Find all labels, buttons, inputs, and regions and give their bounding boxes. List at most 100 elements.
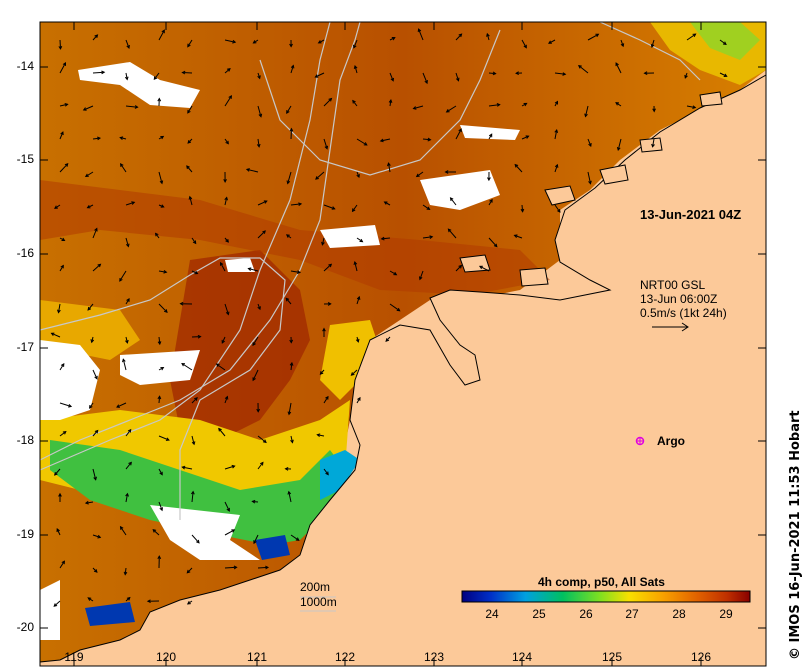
lat-tick-label: -14 xyxy=(16,59,34,73)
current-arrow-head xyxy=(226,68,231,72)
current-arrow xyxy=(248,268,259,272)
current-arrow xyxy=(92,468,97,480)
current-arrow-head xyxy=(385,338,390,342)
current-arrow-head xyxy=(160,366,165,371)
current-arrow xyxy=(450,197,457,206)
current-arrow xyxy=(418,28,424,41)
current-arrow-head xyxy=(119,136,124,140)
lat-tick-label: -18 xyxy=(16,433,34,447)
plot-frame xyxy=(39,21,767,667)
current-arrow-head xyxy=(153,76,158,81)
current-arrow-head xyxy=(120,163,124,167)
current-arrow xyxy=(323,468,329,475)
current-arrow xyxy=(286,105,292,114)
current-arrow xyxy=(554,164,558,173)
current-arrow xyxy=(221,336,226,344)
current-arrow-head xyxy=(692,33,697,38)
cold-patch-1 xyxy=(255,535,290,560)
current-arrow-head xyxy=(122,358,126,363)
current-arrow xyxy=(158,336,161,345)
current-arrow-head xyxy=(419,276,423,281)
current-arrow xyxy=(455,72,459,81)
current-arrow xyxy=(514,234,523,239)
current-arrow xyxy=(120,163,127,173)
cloud-mask xyxy=(40,62,520,640)
current-arrow xyxy=(83,105,94,111)
current-arrow-head xyxy=(60,363,65,367)
current-arrow-head xyxy=(226,507,230,512)
current-arrow-head xyxy=(179,301,184,306)
current-arrow xyxy=(448,228,457,239)
current-arrow xyxy=(125,39,130,49)
current-arrow-head xyxy=(478,265,483,270)
colorbar-tick-label: 24 xyxy=(485,607,499,621)
current-arrow xyxy=(554,204,561,213)
current-arrow xyxy=(422,236,433,239)
islands xyxy=(459,91,723,287)
current-arrow xyxy=(323,98,332,107)
current-arrow-head xyxy=(53,603,58,607)
current-product-time: 13-Jun 06:00Z xyxy=(640,292,718,306)
lon-tick-label: 120 xyxy=(155,650,177,664)
current-arrow xyxy=(92,534,101,538)
argo-marker xyxy=(635,436,645,446)
current-arrow xyxy=(521,135,529,140)
current-arrow-head xyxy=(127,428,132,433)
current-arrow xyxy=(122,359,127,371)
current-arrow-head xyxy=(101,70,106,75)
current-arrow-head xyxy=(554,128,559,133)
current-arrow-head xyxy=(126,44,130,49)
current-arrow-head xyxy=(296,270,302,274)
current-arrow-head xyxy=(253,540,257,545)
current-arrow-head xyxy=(256,143,261,148)
current-arrow-head xyxy=(53,471,58,476)
current-arrow-head xyxy=(187,139,192,144)
current-arrow-head xyxy=(181,362,186,367)
current-arrow xyxy=(186,165,193,173)
current-arrow-head xyxy=(61,237,66,241)
current-product-name: NRT00 GSL xyxy=(640,278,706,292)
current-arrow xyxy=(290,270,301,273)
current-arrow xyxy=(125,105,138,108)
current-arrow xyxy=(257,200,268,206)
current-arrow-head xyxy=(186,165,190,170)
current-arrow-head xyxy=(352,99,356,104)
imos-credit: © IMOS 16-Jun-2021 11:53 Hobart xyxy=(788,410,803,660)
current-arrow-head xyxy=(321,241,325,246)
current-arrow-head xyxy=(316,433,321,437)
current-arrow xyxy=(92,430,99,437)
current-arrow-head xyxy=(159,471,163,476)
current-arrow-head xyxy=(488,133,493,138)
current-arrow-head xyxy=(514,163,519,168)
lon-tick-label: 125 xyxy=(601,650,623,664)
current-arrow xyxy=(54,468,61,476)
current-arrow-head xyxy=(231,529,236,533)
current-arrow-head xyxy=(225,311,230,316)
current-arrow-head xyxy=(131,201,136,205)
current-arrow xyxy=(59,402,72,407)
current-arrow-head xyxy=(163,270,168,274)
current-arrow xyxy=(224,197,228,206)
lon-tick-label: 121 xyxy=(246,650,268,664)
isobath-label-1000m: 1000m xyxy=(300,595,337,609)
current-arrow-head xyxy=(94,227,98,232)
current-arrow-head xyxy=(445,109,450,113)
current-arrow-head xyxy=(157,341,162,346)
current-arrow-head xyxy=(393,271,398,276)
current-arrow-head xyxy=(350,372,355,376)
current-arrow xyxy=(290,128,292,140)
current-arrow-head xyxy=(692,105,697,109)
current-arrow-head xyxy=(615,102,620,106)
current-arrow xyxy=(488,237,498,247)
current-arrow-head xyxy=(231,464,236,469)
current-arrow xyxy=(53,600,61,607)
current-arrow xyxy=(181,363,193,371)
current-arrow xyxy=(158,303,168,313)
current-arrow xyxy=(158,270,167,273)
current-arrow xyxy=(514,164,523,173)
colorbar-title: 4h comp, p50, All Sats xyxy=(538,575,665,589)
current-arrow xyxy=(587,138,592,147)
current-arrow-head xyxy=(259,461,264,466)
current-arrow xyxy=(224,303,229,315)
current-arrow xyxy=(59,103,68,107)
